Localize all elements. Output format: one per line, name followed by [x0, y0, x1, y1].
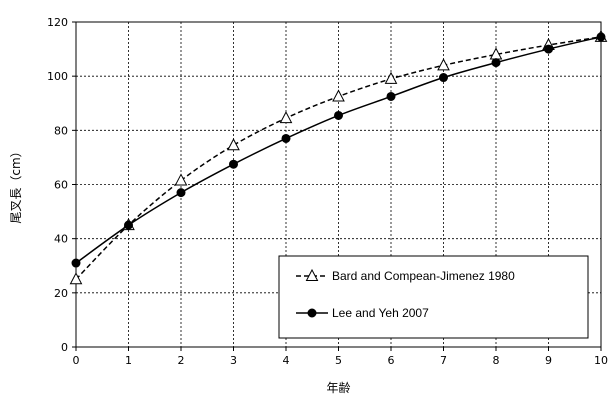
data-point-triangle: [332, 89, 345, 102]
data-point-triangle: [437, 58, 450, 71]
x-tick-label: 2: [178, 354, 185, 367]
data-point-triangle: [227, 138, 240, 151]
legend-label: Lee and Yeh 2007: [332, 306, 429, 320]
data-point-circle: [544, 44, 553, 54]
data-point-circle: [491, 58, 501, 68]
y-tick-label: 80: [54, 124, 68, 137]
legend-box: [278, 255, 589, 339]
y-axis-ticks: 0 20 40 60 80 100 120: [47, 16, 76, 354]
data-point-circle: [596, 32, 606, 42]
data-point-circle: [124, 220, 133, 230]
series-layer: [69, 29, 608, 285]
legend-marker-triangle: [305, 268, 319, 281]
legend-item-1: Lee and Yeh 2007: [296, 306, 429, 320]
x-axis-label: 年齢: [326, 380, 350, 395]
x-tick-label: 7: [440, 354, 447, 367]
data-point-circle: [334, 110, 343, 120]
legend-label: Bard and Compean-Jimenez 1980: [332, 269, 515, 283]
legend: Bard and Compean-Jimenez 1980 Lee and Yeh…: [278, 255, 589, 339]
data-point-circle: [439, 73, 448, 83]
y-tick-label: 40: [54, 233, 68, 246]
y-tick-label: 60: [54, 179, 68, 192]
series-1: [71, 32, 606, 268]
y-tick-label: 20: [54, 287, 68, 300]
x-axis-ticks: 0 1 2 3 4 5 6 7 8 9 10: [73, 347, 608, 367]
series-0: [69, 29, 608, 285]
x-tick-label: 10: [594, 354, 608, 367]
legend-items: Bard and Compean-Jimenez 1980 Lee and Yeh…: [296, 268, 515, 320]
data-point-circle: [386, 91, 396, 101]
x-tick-label: 5: [335, 354, 342, 367]
data-point-triangle: [174, 173, 188, 186]
legend-marker-circle: [307, 308, 317, 318]
data-point-circle: [229, 159, 238, 169]
y-tick-label: 0: [61, 341, 68, 354]
data-point-triangle: [384, 71, 398, 84]
data-point-triangle: [69, 272, 83, 285]
x-tick-label: 1: [125, 354, 132, 367]
y-tick-label: 100: [47, 70, 68, 83]
x-tick-label: 6: [388, 354, 395, 367]
data-point-triangle: [279, 111, 293, 124]
x-tick-label: 3: [230, 354, 237, 367]
data-point-circle: [281, 133, 291, 143]
data-point-circle: [176, 188, 186, 198]
x-tick-label: 0: [73, 354, 80, 367]
y-axis-label: 尾叉長（cm）: [9, 145, 23, 223]
data-point-circle: [71, 258, 81, 268]
x-tick-label: 9: [545, 354, 552, 367]
x-tick-label: 8: [493, 354, 500, 367]
x-tick-label: 4: [283, 354, 290, 367]
legend-item-0: Bard and Compean-Jimenez 1980: [296, 268, 515, 283]
y-tick-label: 120: [47, 16, 68, 29]
